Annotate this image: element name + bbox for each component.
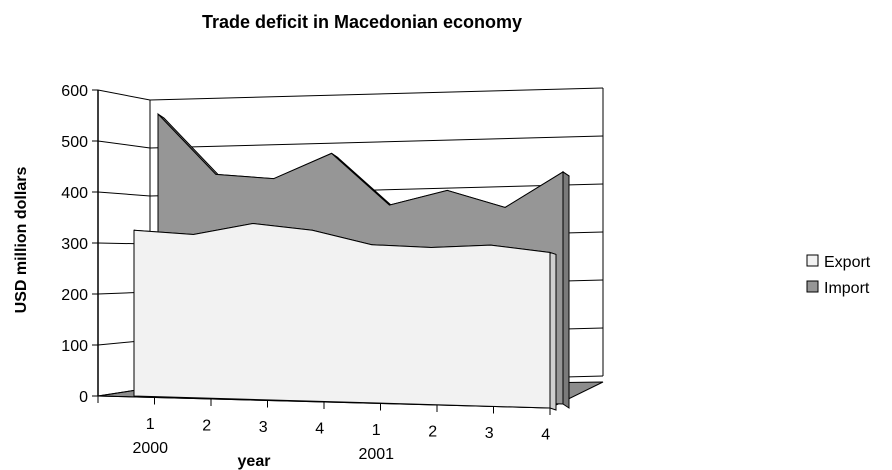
y-tick-label: 200 xyxy=(61,287,88,304)
x-axis-label: year xyxy=(238,453,271,470)
import-end-face xyxy=(562,171,570,409)
y-axis-label: USD million dollars xyxy=(13,167,30,314)
legend-label-export: Export xyxy=(824,254,871,271)
side-wall-gridline xyxy=(97,89,151,101)
legend-swatch-import xyxy=(806,280,819,293)
x-year-label: 2001 xyxy=(358,446,394,463)
y-tick-label: 400 xyxy=(61,185,88,202)
y-tick-label: 300 xyxy=(61,236,88,253)
chart-title: Trade deficit in Macedonian economy xyxy=(202,12,522,32)
x-year-label: 2000 xyxy=(132,440,168,457)
side-wall-gridline xyxy=(97,140,151,149)
tick-labels: 0 100 200 300 400 500 600 1 2 3 4 1 2 3 4 2000 2001 xyxy=(61,83,550,463)
gridline xyxy=(149,87,604,101)
x-tick-label: 1 xyxy=(372,422,381,439)
export-area xyxy=(133,222,551,409)
export-area-series xyxy=(133,222,557,411)
x-tick-label: 2 xyxy=(428,423,437,440)
y-tick-label: 500 xyxy=(61,134,88,151)
gridline xyxy=(149,135,604,149)
x-tick-label: 2 xyxy=(202,417,211,434)
x-tick-label: 4 xyxy=(315,420,324,437)
side-wall-gridline xyxy=(97,191,151,197)
x-tick-label: 3 xyxy=(485,425,494,442)
legend-swatch-export xyxy=(806,254,819,267)
y-tick-label: 0 xyxy=(79,389,88,406)
x-tick-label: 4 xyxy=(541,426,550,443)
x-tick-label: 1 xyxy=(146,416,155,433)
export-end-face xyxy=(549,251,557,411)
y-tick-label: 100 xyxy=(61,338,88,355)
legend-label-import: Import xyxy=(824,280,870,297)
y-tick-label: 600 xyxy=(61,83,88,100)
legend: Export Import xyxy=(806,254,871,297)
x-tick-label: 3 xyxy=(259,419,268,436)
